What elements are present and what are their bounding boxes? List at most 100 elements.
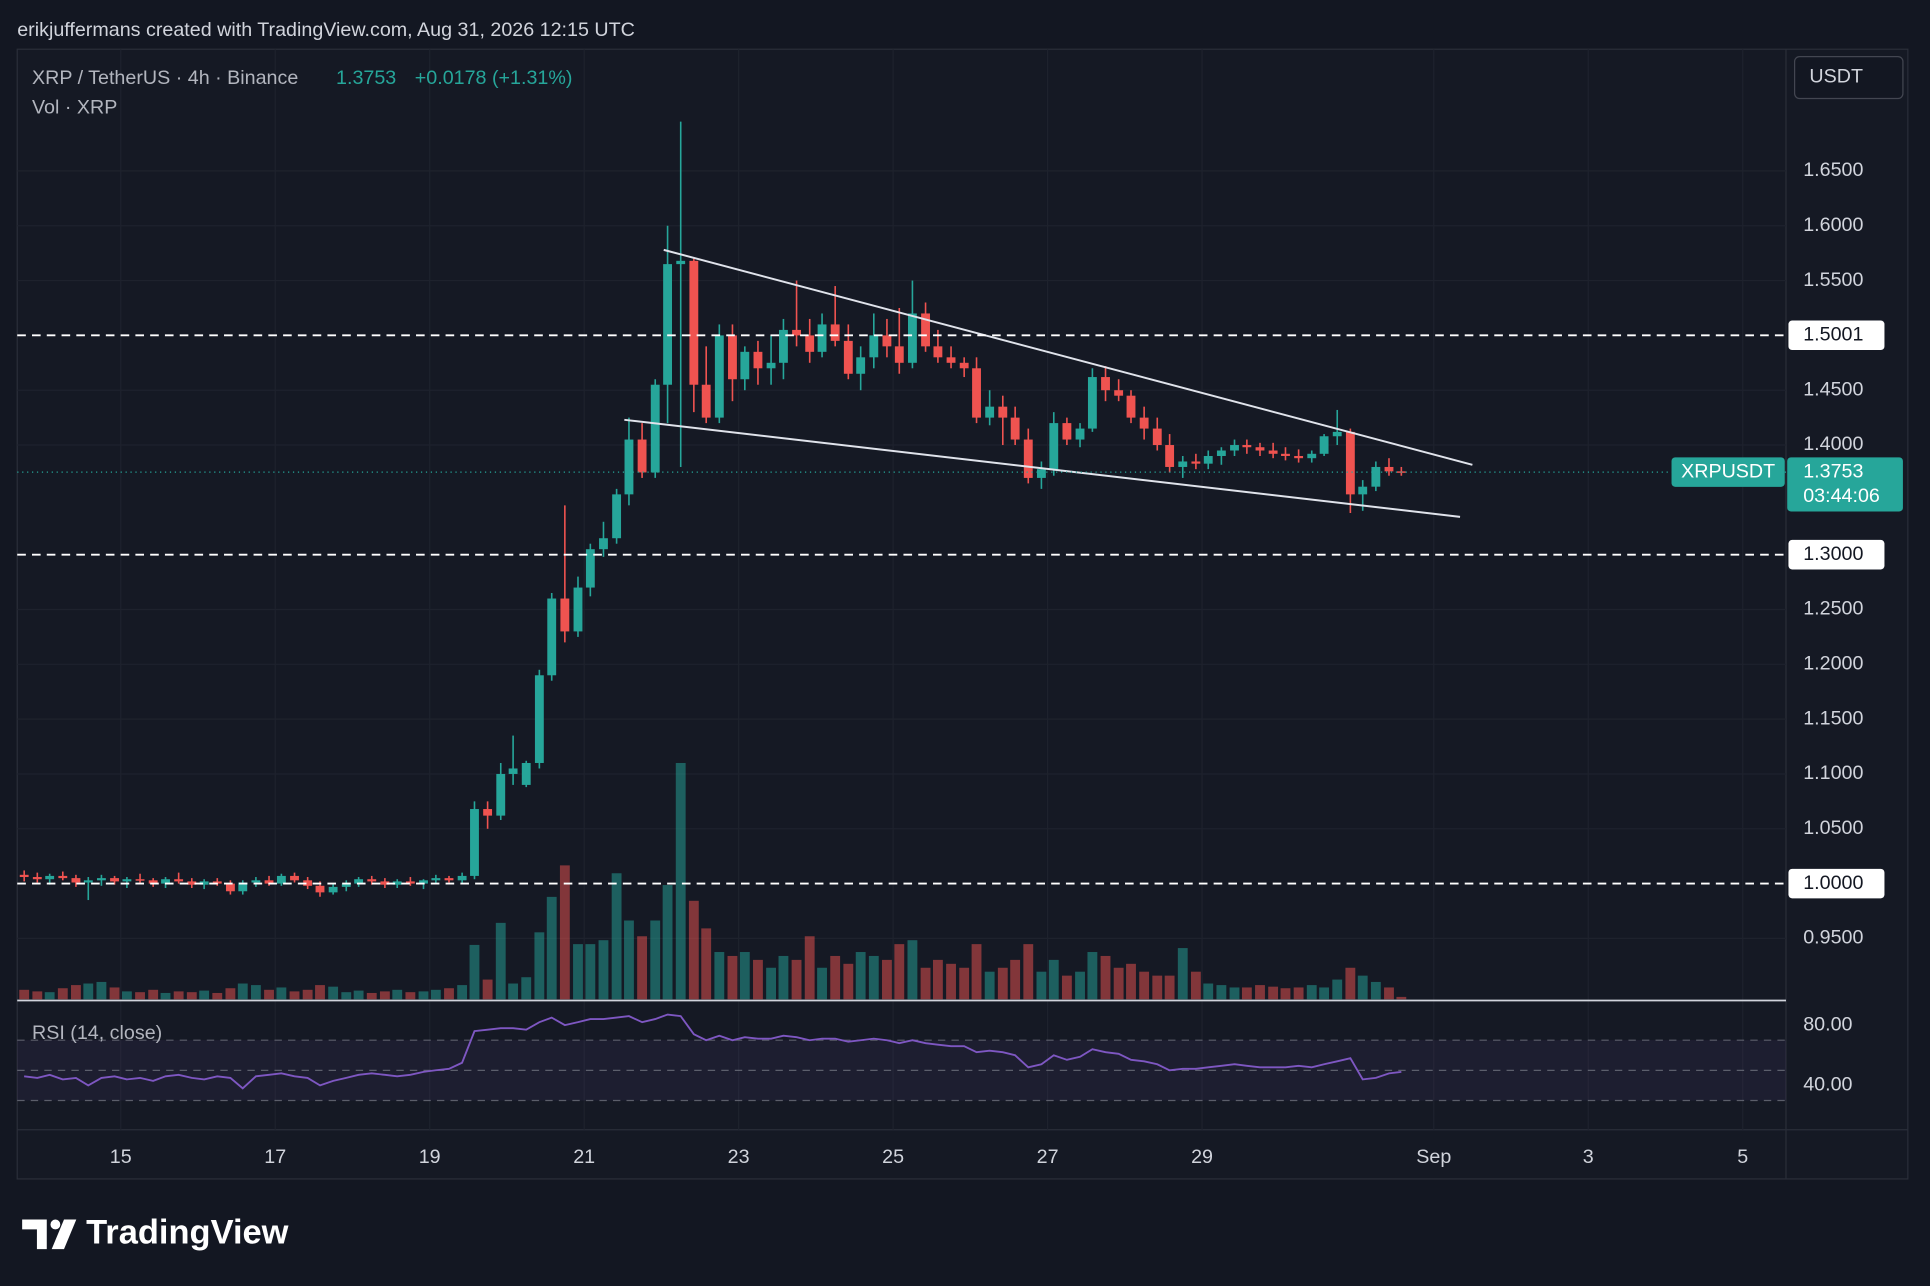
volume-bar: [546, 896, 557, 1000]
volume-bar: [495, 922, 506, 1000]
candle-body: [1191, 461, 1201, 464]
candle-body: [1023, 439, 1033, 478]
candle-body: [161, 879, 170, 884]
volume-bar: [83, 983, 94, 1000]
volume-bar: [109, 987, 120, 1000]
candle-body: [122, 879, 132, 882]
volume-bar: [598, 940, 609, 1000]
volume-bar: [135, 992, 145, 1000]
candle-body: [1332, 431, 1342, 437]
x-tick-label: 5: [1737, 1146, 1748, 1168]
volume-bar: [868, 955, 879, 1000]
volume-bar: [637, 936, 648, 1000]
volume-bar: [366, 992, 377, 1000]
candle-body: [83, 880, 93, 883]
rsi-label: RSI (14, close): [32, 1022, 162, 1044]
candle-body: [1087, 377, 1097, 429]
candle-body: [1036, 469, 1046, 478]
candle-body: [508, 768, 518, 774]
rsi-line: [24, 1013, 1402, 1090]
candle-body: [650, 384, 660, 473]
volume-bar: [830, 955, 841, 1000]
price-name-box: [1671, 457, 1785, 487]
candle-body: [805, 335, 815, 352]
last-price: 1.3753: [336, 67, 396, 89]
volume-bar: [817, 967, 827, 1000]
candle-body: [45, 875, 55, 880]
candle-body: [521, 762, 531, 785]
volume-bar: [559, 865, 570, 1000]
volume-bar: [482, 979, 493, 1000]
x-tick-label: Sep: [1416, 1146, 1451, 1168]
volume-bar: [328, 986, 339, 1000]
x-tick-label: 27: [1037, 1146, 1059, 1168]
volume-bar: [44, 992, 55, 1000]
candle-body: [496, 773, 506, 816]
candle-body: [1358, 486, 1368, 495]
candle-body: [1268, 450, 1278, 454]
volume-bar: [1100, 955, 1111, 1000]
candle-body: [843, 340, 853, 374]
volume-bar: [1075, 971, 1085, 1000]
volume-bar: [1345, 967, 1356, 1000]
candle-body: [1255, 447, 1265, 451]
candle-body: [599, 538, 608, 550]
candle-body: [753, 351, 763, 369]
trendline: [624, 418, 1461, 518]
candle-body: [1345, 431, 1355, 495]
volume-bar: [1268, 986, 1279, 1000]
candle-body: [1062, 423, 1072, 440]
y-tick-label: 1.1000: [1803, 762, 1863, 784]
volume-bar: [1190, 971, 1201, 1000]
candle-body: [573, 587, 583, 632]
volume-bar: [959, 967, 970, 1000]
volume-bar: [521, 977, 532, 1000]
candle-body: [1384, 466, 1394, 472]
candle-body: [612, 494, 622, 539]
volume-bar: [469, 944, 480, 1000]
candle-body: [1230, 445, 1239, 451]
volume-bar: [1152, 975, 1163, 1000]
candle-body: [251, 880, 261, 883]
candle-body: [1049, 423, 1059, 470]
volume-bar: [675, 762, 686, 1000]
volume-bar: [57, 988, 68, 1000]
volume-bar: [984, 971, 995, 1000]
volume-bar: [508, 983, 519, 1000]
candle-body: [470, 809, 479, 876]
volume-bar: [392, 989, 403, 1000]
volume-bar: [212, 992, 223, 1000]
candle-body: [1165, 445, 1175, 467]
candle-body: [676, 260, 686, 265]
candle-body: [483, 809, 493, 816]
volume-bar: [791, 959, 802, 1000]
volume-bar: [534, 932, 545, 1000]
candle-body: [354, 879, 364, 884]
candle-body: [1101, 377, 1110, 391]
candle-body: [959, 362, 969, 369]
y-tick-label: 1.4000: [1803, 433, 1863, 455]
volume-layer: [19, 762, 1407, 1000]
candle-body: [212, 881, 222, 884]
volume-bar: [121, 991, 132, 1000]
volume-bar: [727, 955, 738, 1000]
currency[interactable]: USDT: [1809, 66, 1863, 88]
volume-bar: [250, 985, 261, 1000]
volume-bar: [341, 992, 352, 1000]
logo-dot: [50, 1219, 61, 1230]
candle-body: [1178, 461, 1188, 467]
volume-bar: [894, 944, 905, 1000]
volume-bar: [1048, 959, 1059, 1000]
currency-button[interactable]: [1793, 55, 1904, 100]
logo-shape: [22, 1219, 47, 1250]
volume-bar: [714, 952, 725, 1000]
volume-bar: [739, 952, 750, 1000]
chart-panel: [16, 48, 1909, 1180]
volume-bar: [173, 991, 184, 1000]
volume-bar: [766, 967, 777, 1000]
volume-bar: [946, 963, 956, 1000]
volume-bar: [907, 940, 918, 1000]
volume-bar: [1216, 985, 1227, 1000]
volume-bar: [32, 991, 43, 1000]
symbol: XRP / TetherUS · 4h · Binance: [32, 67, 298, 89]
